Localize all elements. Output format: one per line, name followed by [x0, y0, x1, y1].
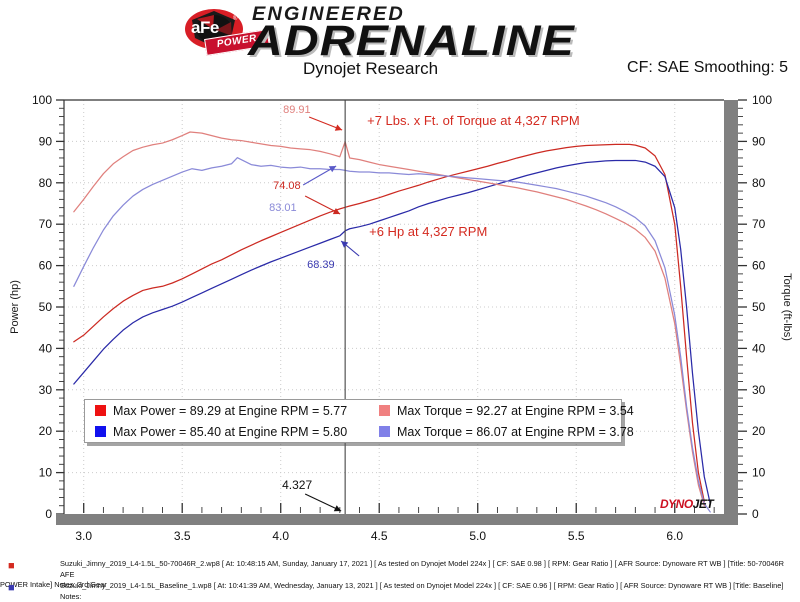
y-axis-left-title: Power (hp) — [9, 280, 21, 334]
y-axis-right-tick-label: 70 — [752, 217, 766, 231]
legend-item-max-power-modified: Max Power = 89.29 at Engine RPM = 5.77 — [85, 404, 379, 418]
annotation-leader-line — [304, 195, 341, 215]
annotation-arrowhead — [341, 241, 349, 248]
footer-note-run1: ■ Suzuki_Jimny_2019_L4-1.5L_50-70046R_2.… — [0, 559, 796, 591]
series-line — [73, 157, 711, 513]
y-axis-right-tick-label: 80 — [752, 176, 766, 190]
y-axis-right-title: Torque (ft-lbs) — [781, 273, 793, 341]
plot-background — [64, 100, 724, 514]
series-line — [73, 159, 711, 505]
y-axis-left-tick-label: 80 — [39, 176, 53, 190]
annotation-power-value-blue: 68.39 — [307, 259, 335, 271]
y-axis-right-tick-label: 10 — [752, 466, 766, 480]
dynojet-watermark: DYNOJET — [660, 497, 714, 511]
series-line — [73, 143, 705, 503]
annotation-arrowhead — [332, 208, 341, 215]
annotation-arrowhead — [334, 124, 343, 131]
x-axis-tick-label: 6.0 — [666, 529, 683, 543]
footer-note-run2-line1: Suzuki_Jimny_2019_L4-1.5L_Baseline_1.wp8… — [60, 581, 784, 601]
annotation-cursor-rpm: 4.327 — [282, 478, 312, 492]
afe-wordmark: aFe — [191, 18, 219, 37]
y-axis-left-tick-label: 100 — [32, 93, 52, 107]
correction-factor-label: CF: SAE Smoothing: 5 — [627, 59, 788, 76]
annotation-power-gain: +6 Hp at 4,327 RPM — [369, 224, 487, 239]
annotation-torque-gain: +7 Lbs. x Ft. of Torque at 4,327 RPM — [367, 113, 580, 128]
y-axis-right-tick-label: 0 — [752, 507, 759, 521]
dynojet-watermark-jet: JET — [692, 497, 714, 511]
legend-swatch-power-blue — [95, 426, 106, 437]
legend-swatch-power-red — [95, 405, 106, 416]
x-axis-tick-label: 5.5 — [568, 529, 585, 543]
x-axis-tick-label: 4.5 — [371, 529, 388, 543]
legend-row: Max Power = 85.40 at Engine RPM = 5.80 M… — [85, 421, 634, 442]
footer-note-run2: ■ Suzuki_Jimny_2019_L4-1.5L_Baseline_1.w… — [0, 581, 796, 602]
annotation-power-value-red: 74.08 — [273, 180, 301, 192]
x-axis-title: Engine RPM (rpmx1000) — [333, 549, 454, 550]
y-axis-left-tick-label: 10 — [39, 466, 53, 480]
dyno-plot-svg: 0 10 20 30 40 50 60 70 80 90 100 Power (hp) 0 10 20 30 4… — [9, 93, 793, 550]
legend-label-max-torque-baseline: Max Torque = 86.07 at Engine RPM = 3.78 — [397, 424, 634, 439]
y-axis-right-tick-label: 60 — [752, 259, 766, 273]
y-axis-right-band — [724, 100, 738, 518]
x-axis-tick-label: 5.0 — [469, 529, 486, 543]
y-axis-left-tick-label: 50 — [39, 300, 53, 314]
x-axis-tick-label: 3.0 — [75, 529, 92, 543]
footer-note-run1-line2: POWER Intake] Notes: 3rd Gear — [0, 580, 107, 589]
x-axis-tick-label: 4.0 — [272, 529, 289, 543]
legend-item-max-torque-baseline: Max Torque = 86.07 at Engine RPM = 3.78 — [379, 425, 634, 439]
y-axis-right-tick-label: 20 — [752, 424, 766, 438]
legend-swatch-torque-lightred — [379, 405, 390, 416]
legend-label-max-power-modified: Max Power = 89.29 at Engine RPM = 5.77 — [113, 403, 348, 418]
legend-swatch-torque-lightblue — [379, 426, 390, 437]
y-axis-right-tick-label: 90 — [752, 134, 766, 148]
annotation-leader-line — [304, 493, 342, 512]
annotation-torque-value-blue: 83.01 — [269, 202, 297, 214]
annotation-torque-value-upper: 89.91 — [283, 104, 311, 116]
y-axis-left-tick-label: 70 — [39, 217, 53, 231]
y-axis-left-tick-label: 30 — [39, 383, 53, 397]
dyno-plot-container: 0 10 20 30 40 50 60 70 80 90 100 Power (hp) 0 10 20 30 4… — [0, 88, 800, 550]
footer-bullet-run2: ■ — [8, 582, 15, 594]
y-axis-left-tick-label: 90 — [39, 134, 53, 148]
footer-notes: ■ Suzuki_Jimny_2019_L4-1.5L_50-70046R_2.… — [0, 556, 800, 602]
legend-label-max-power-baseline: Max Power = 85.40 at Engine RPM = 5.80 — [113, 424, 348, 439]
afe-power-logo: aFe ® POWER — [183, 6, 295, 56]
y-axis-left-tick-label: 20 — [39, 424, 53, 438]
y-axis-right-tick-label: 50 — [752, 300, 766, 314]
adrenaline-wordmark: ADRENALINE — [248, 17, 575, 65]
series-line — [73, 131, 705, 507]
y-axis-right-tick-label: 100 — [752, 93, 772, 107]
annotation-arrowhead — [333, 505, 342, 512]
legend-label-max-torque-modified: Max Torque = 92.27 at Engine RPM = 3.54 — [397, 403, 634, 418]
engineered-wordmark: ENGINEERED — [252, 4, 405, 25]
dynojet-research-subtitle: Dynojet Research — [303, 59, 439, 78]
y-axis-left-tick-label: 0 — [45, 507, 52, 521]
legend-item-max-torque-modified: Max Torque = 92.27 at Engine RPM = 3.54 — [379, 404, 634, 418]
y-axis-right-tick-label: 40 — [752, 341, 766, 355]
legend-item-max-power-baseline: Max Power = 85.40 at Engine RPM = 5.80 — [85, 425, 379, 439]
dynojet-watermark-dyno: DYNO — [660, 497, 693, 511]
x-axis-tick-label: 3.5 — [174, 529, 191, 543]
afe-registered-mark: ® — [233, 16, 238, 22]
x-axis-band — [56, 514, 738, 525]
y-axis-right-tick-label: 30 — [752, 383, 766, 397]
y-axis-left-tick-label: 60 — [39, 259, 53, 273]
annotation-arrowhead — [328, 166, 337, 173]
footer-bullet-run1: ■ — [8, 560, 15, 572]
chart-legend: Max Power = 89.29 at Engine RPM = 5.77 M… — [84, 399, 634, 443]
legend-row: Max Power = 89.29 at Engine RPM = 5.77 M… — [85, 400, 634, 421]
footer-note-run1-line1: Suzuki_Jimny_2019_L4-1.5L_50-70046R_2.wp… — [60, 559, 784, 579]
header-banner: aFe ® POWER ENGINEERED ADRENALINE Dynoje… — [0, 0, 800, 88]
y-axis-left-tick-label: 40 — [39, 341, 53, 355]
